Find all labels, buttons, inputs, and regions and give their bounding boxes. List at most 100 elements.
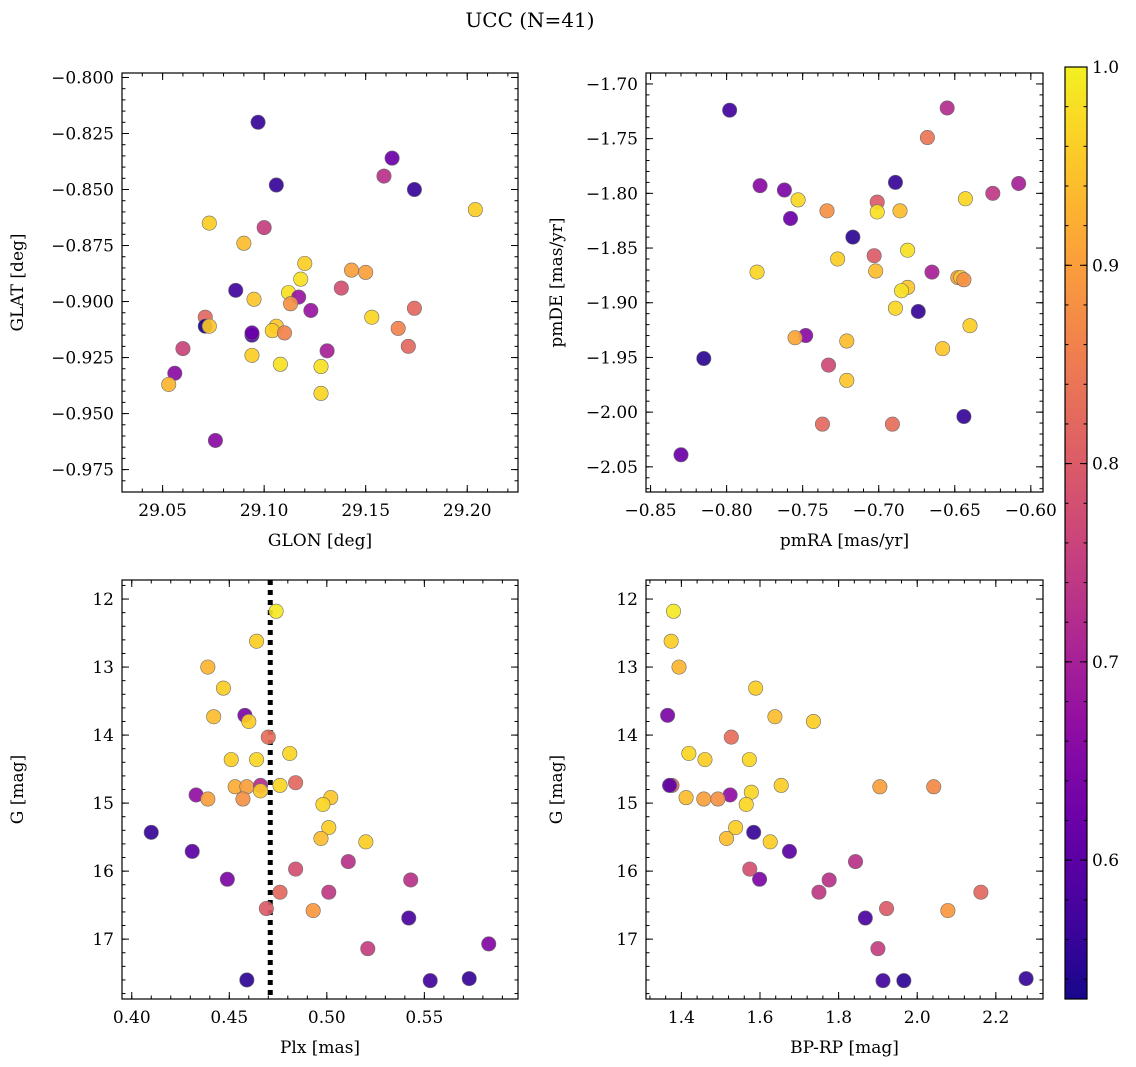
scatter-point	[200, 791, 216, 807]
x-tick-label: 29.15	[341, 501, 390, 521]
y-tick-label: −1.85	[586, 239, 638, 259]
scatter-point	[811, 884, 827, 900]
scatter-point	[671, 659, 687, 675]
scatter-point	[748, 680, 764, 696]
scatter-point	[343, 262, 359, 278]
x-tick-label: 29.20	[443, 501, 492, 521]
scatter-point	[250, 114, 266, 130]
x-tick-label: 2.2	[982, 1008, 1009, 1028]
y-tick-label: −0.950	[51, 405, 114, 425]
scatter-point	[767, 709, 783, 725]
x-tick-label: 0.55	[405, 1008, 443, 1028]
y-tick-label: 15	[92, 794, 114, 814]
scatter-point	[241, 713, 257, 729]
y-axis-label: GLAT [deg]	[8, 233, 28, 331]
y-axis-label: G [mag]	[8, 755, 28, 824]
scatter-point	[783, 211, 799, 227]
scatter-point	[175, 341, 191, 357]
x-tick-label: −0.85	[625, 501, 677, 521]
scatter-point	[467, 202, 483, 218]
points-layer	[143, 580, 497, 999]
scatter-point	[868, 263, 884, 279]
axes-frame	[121, 72, 519, 493]
scatter-point	[845, 229, 861, 245]
colorbar-tick-label: 0.8	[1092, 455, 1119, 475]
scatter-point	[663, 633, 679, 649]
scatter-point	[390, 320, 406, 336]
y-tick-label: −1.95	[586, 348, 638, 368]
x-tick-label: 1.6	[746, 1008, 773, 1028]
scatter-point	[282, 745, 298, 761]
scatter-point	[696, 351, 712, 367]
scatter-point	[315, 796, 331, 812]
scatter-point	[742, 861, 758, 877]
scatter-point	[321, 820, 337, 836]
scatter-point	[161, 376, 177, 392]
y-tick-label: 16	[92, 862, 114, 882]
y-tick-label: 16	[616, 862, 638, 882]
scatter-point	[1018, 971, 1034, 987]
points-layer	[673, 100, 1027, 463]
scatter-point	[728, 820, 744, 836]
scatter-point	[249, 752, 265, 768]
scatter-point	[313, 385, 329, 401]
y-tick-label: −0.825	[51, 124, 114, 144]
scatter-point	[673, 447, 689, 463]
x-tick-label: 2.0	[904, 1008, 931, 1028]
scatter-point	[681, 745, 697, 761]
scatter-point	[939, 100, 955, 116]
scatter-point	[879, 901, 895, 917]
scatter-point	[184, 843, 200, 859]
scatter-point	[403, 872, 419, 888]
y-tick-label: 17	[92, 930, 114, 950]
scatter-point	[288, 861, 304, 877]
scatter-point	[762, 834, 778, 850]
scatter-point	[749, 264, 765, 280]
x-tick-label: −0.65	[929, 501, 981, 521]
x-tick-label: −0.75	[777, 501, 829, 521]
x-tick-label: 0.45	[210, 1008, 248, 1028]
y-tick-label: 13	[92, 658, 114, 678]
y-tick-label: −0.975	[51, 461, 114, 481]
scatter-point	[848, 854, 864, 870]
scatter-point	[741, 752, 757, 768]
scatter-point	[219, 871, 235, 887]
scatter-point	[894, 283, 910, 299]
axes-frame	[645, 579, 1044, 1000]
scatter-point	[884, 416, 900, 432]
colorbar-tick-label: 0.9	[1092, 256, 1119, 276]
scatter-point	[244, 347, 260, 363]
scatter-point	[738, 796, 754, 812]
scatter-point	[358, 834, 374, 850]
scatter-point	[973, 884, 989, 900]
scatter-point	[244, 325, 260, 341]
scatter-point	[956, 272, 972, 288]
panel-bprp-g: 1.4 1.6 1.8 2.0 2.2 12 13 14 15 16 17 BP-RP [mag] G …	[547, 579, 1044, 1058]
scatter-point	[896, 973, 912, 989]
scatter-point	[940, 903, 956, 919]
y-tick-label: 14	[92, 726, 114, 746]
scatter-point	[819, 203, 835, 219]
scatter-point	[696, 791, 712, 807]
scatter-point	[857, 910, 873, 926]
scatter-point	[283, 296, 299, 312]
scatter-point	[872, 779, 888, 795]
scatter-point	[919, 130, 935, 146]
axes-frame	[121, 579, 519, 1000]
panel-glon-glat: 29.05 29.10 29.15 29.20 −0.800 −0.825 −0.850 −0…	[8, 68, 519, 551]
scatter-point	[814, 416, 830, 432]
y-tick-label: −1.75	[586, 130, 638, 150]
colorbar-tick-label: 0.6	[1092, 851, 1119, 871]
scatter-point	[215, 680, 231, 696]
panel-plx-g: 0.40 0.45 0.50 0.55 12 13 14 15 16 17 Plx [mas] G […	[8, 579, 519, 1058]
scatter-point	[360, 941, 376, 957]
x-tick-label: −0.60	[1005, 501, 1057, 521]
scatter-point	[830, 251, 846, 267]
scatter-point	[406, 300, 422, 316]
scatter-point	[870, 941, 886, 957]
ticks	[122, 580, 518, 999]
scatter-point	[406, 182, 422, 198]
scatter-point	[422, 973, 438, 989]
x-tick-label: 29.05	[138, 501, 187, 521]
scatter-point	[207, 432, 223, 448]
